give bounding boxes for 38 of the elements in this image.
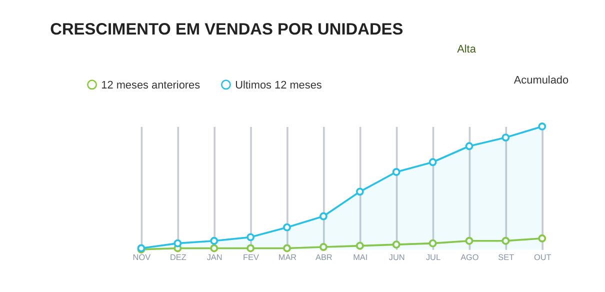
chart-title: CRESCIMENTO EM VENDAS POR UNIDADES: [50, 20, 404, 38]
point: [538, 234, 546, 242]
point: [356, 242, 364, 250]
point: [356, 188, 364, 196]
point: [392, 168, 400, 176]
x-tick-label: JAN: [206, 252, 222, 262]
point: [283, 223, 291, 232]
x-tick-label: JUL: [426, 252, 441, 262]
point: [210, 236, 218, 245]
legend-label: Ultimos 12 meses: [235, 79, 322, 92]
point: [502, 236, 510, 245]
x-tick-label: FEV: [243, 252, 260, 262]
point: [246, 233, 255, 242]
x-tick-label: SET: [498, 252, 514, 262]
point: [538, 122, 546, 130]
point: [465, 142, 474, 150]
x-tick-label: AGO: [460, 252, 479, 262]
point: [392, 240, 400, 249]
point: [174, 239, 182, 248]
legend-label: 12 meses anteriores: [101, 79, 201, 92]
x-tick-label: DEZ: [170, 252, 186, 262]
x-tick-label: OUT: [534, 252, 552, 262]
point: [428, 158, 437, 166]
point: [210, 244, 218, 252]
point: [465, 236, 474, 245]
text: Acumulado: [514, 74, 569, 87]
x-tick-label: MAR: [278, 252, 297, 262]
point: [319, 243, 328, 251]
x-tick-label: MAI: [353, 252, 368, 262]
x-tick-label: ABR: [315, 252, 332, 262]
point: [319, 212, 328, 220]
point: [428, 239, 437, 248]
x-tick-label: JUN: [388, 252, 405, 262]
x-tick-label: NOV: [132, 252, 152, 262]
point: [283, 244, 291, 252]
text: Alta: [457, 44, 477, 56]
point: [246, 244, 255, 252]
point: [502, 134, 510, 142]
